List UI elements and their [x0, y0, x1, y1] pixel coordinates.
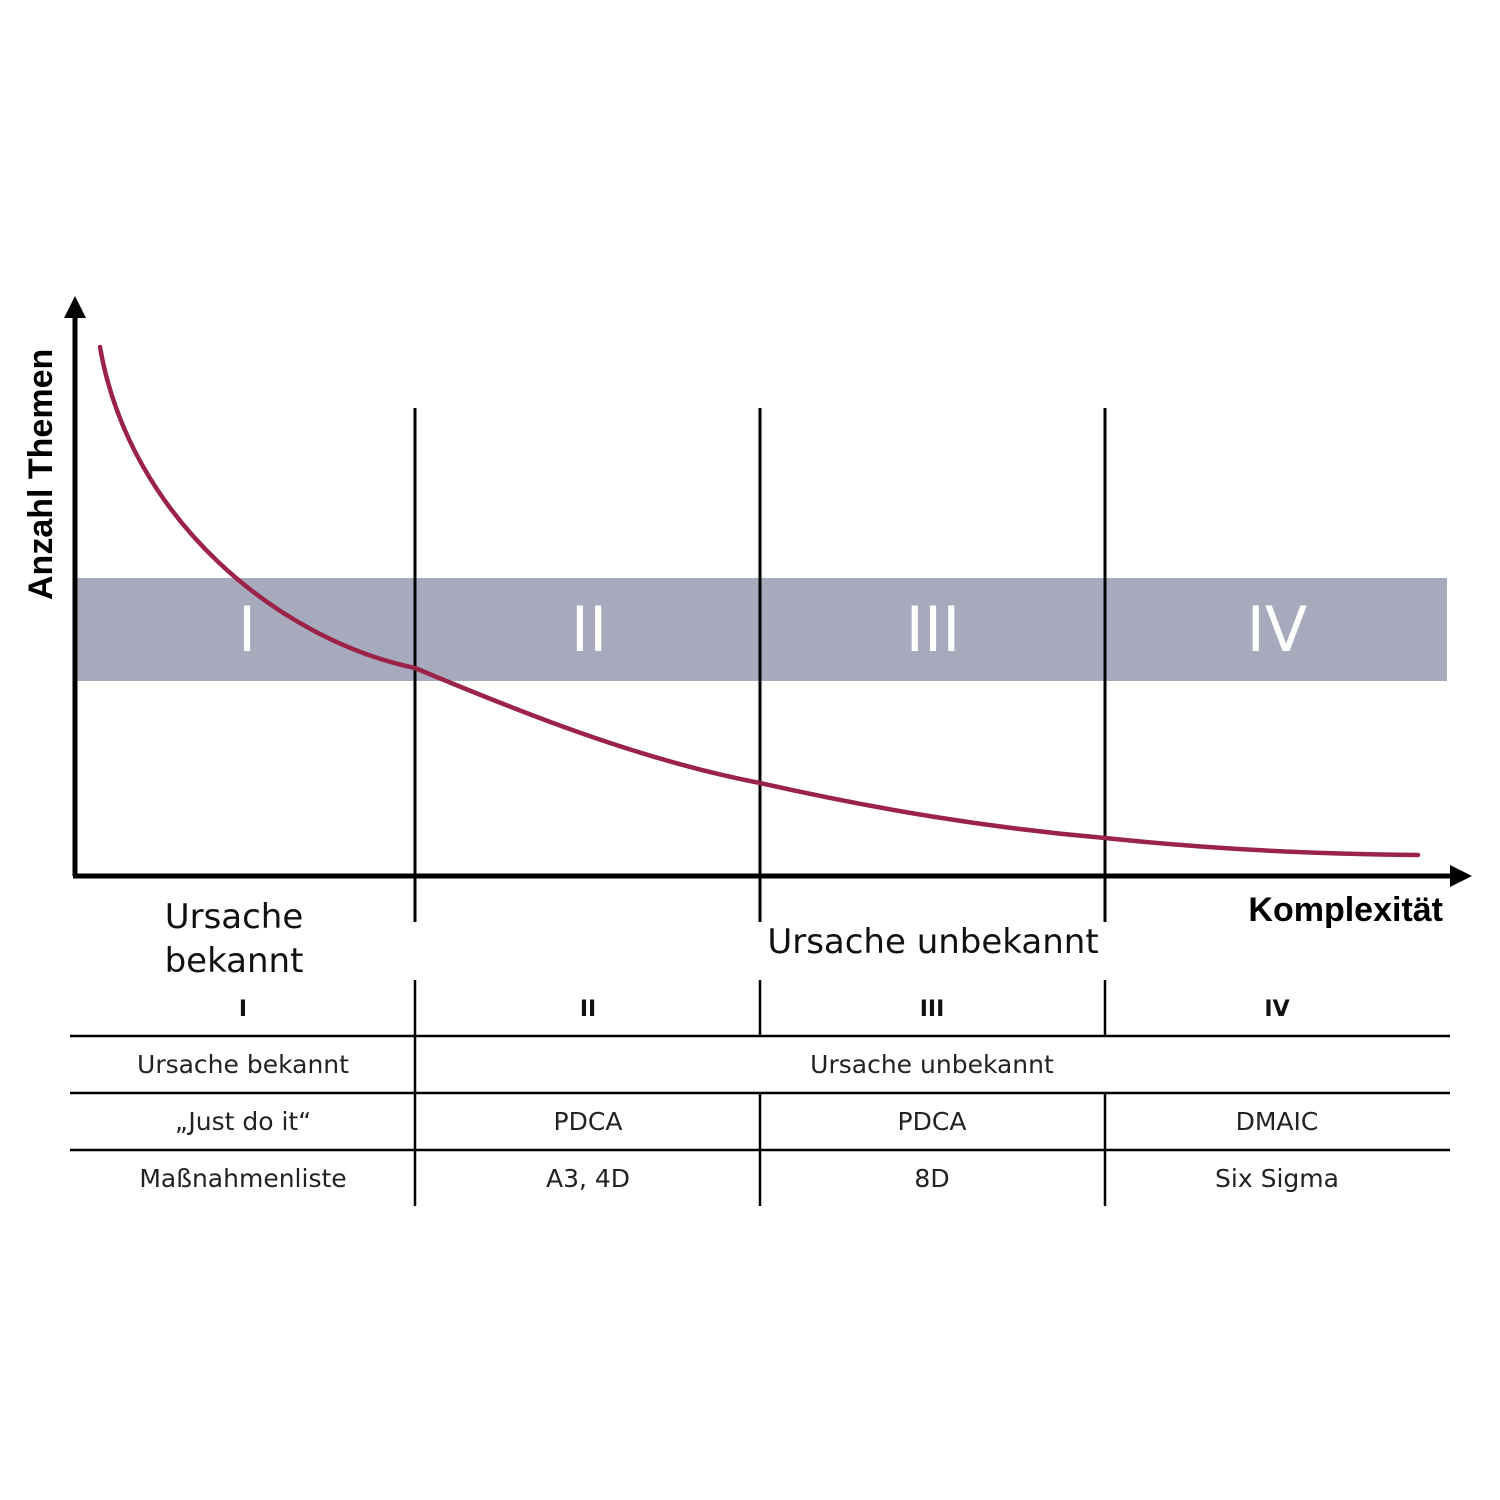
x-axis-title: Komplexität [1248, 891, 1443, 929]
y-axis-title: Anzahl Themen [22, 349, 60, 600]
band-label-1: I [238, 593, 256, 666]
cause-known-label-line1: Ursache [165, 897, 304, 937]
table-cell-method-4: DMAIC [1236, 1107, 1319, 1136]
table-cell-method-2: PDCA [554, 1107, 623, 1136]
cause-unknown-label: Ursache unbekannt [767, 922, 1098, 962]
table-header-3: III [920, 997, 945, 1022]
band-label-2: II [571, 593, 608, 666]
table-cell-method-1: „Just do it“ [175, 1107, 311, 1136]
table-cell-tool-3: 8D [914, 1164, 949, 1193]
cause-known-label-line2: bekannt [165, 941, 304, 981]
table-header-4: IV [1264, 997, 1289, 1022]
table-header-2: II [580, 997, 596, 1022]
x-axis-arrow [1450, 865, 1472, 887]
band-label-4: IV [1247, 593, 1308, 666]
table-cell-cause-unknown: Ursache unbekannt [810, 1050, 1054, 1079]
band-label-3: III [906, 593, 961, 666]
y-axis-arrow [64, 296, 86, 318]
table-cell-tool-1: Maßnahmenliste [139, 1164, 346, 1193]
table-cell-tool-2: A3, 4D [546, 1164, 630, 1193]
table-header-1: I [239, 997, 247, 1022]
table-cell-cause-known: Ursache bekannt [137, 1050, 349, 1079]
table-cell-method-3: PDCA [898, 1107, 967, 1136]
table-cell-tool-4: Six Sigma [1215, 1164, 1339, 1193]
complexity-curve [97, 344, 1421, 858]
